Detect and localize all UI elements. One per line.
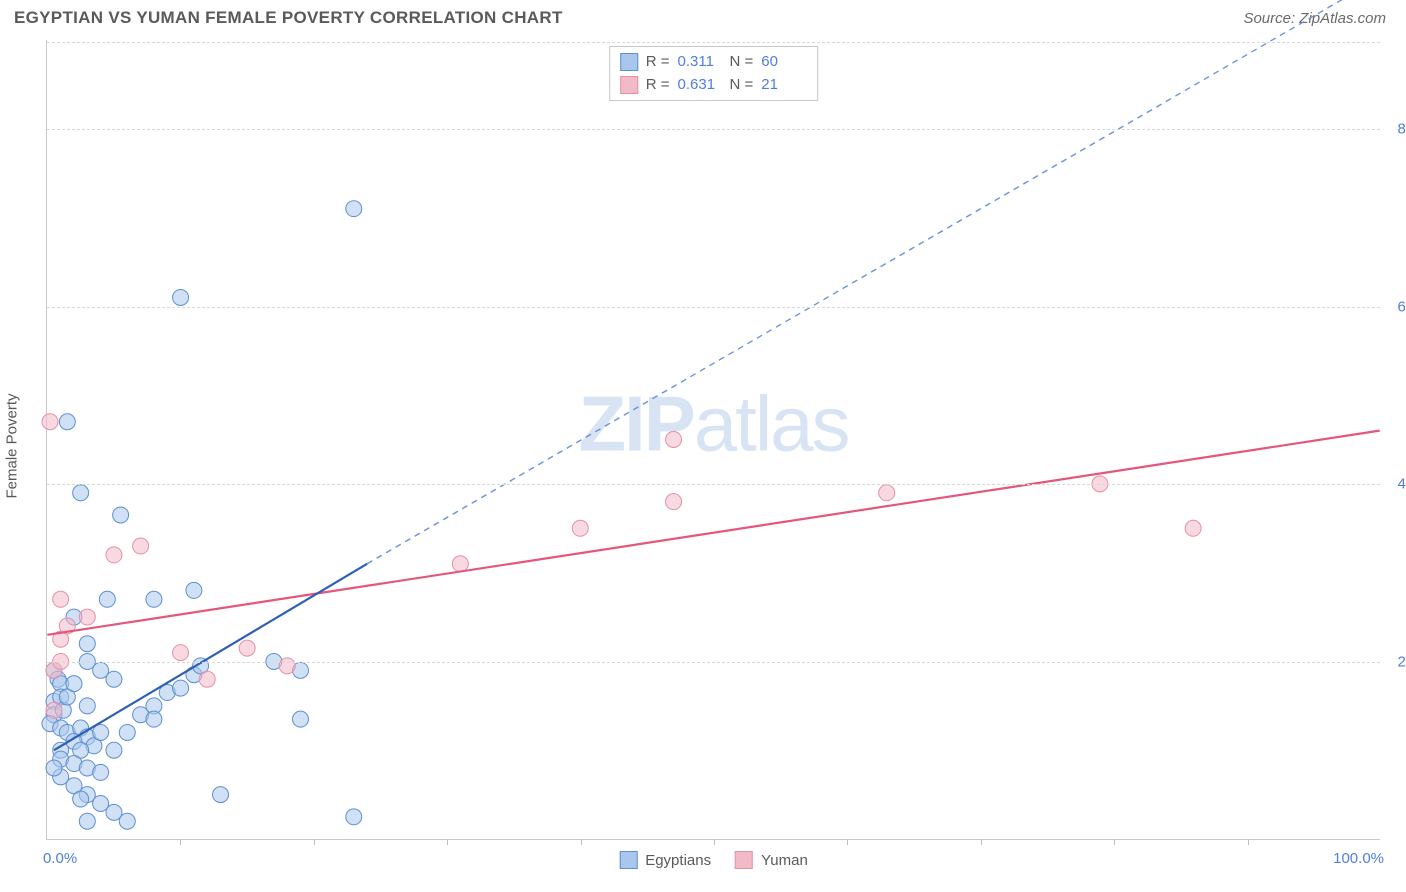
legend-label-egyptians: Egyptians — [645, 852, 711, 869]
y-tick-label: 20.0% — [1385, 654, 1406, 671]
x-tick — [714, 839, 715, 845]
chart-plot-area: ZIPatlas R = 0.311 N = 60 R = 0.631 N = … — [46, 40, 1380, 840]
gridline-h — [47, 484, 1380, 485]
scatter-svg — [47, 40, 1380, 839]
y-tick-label: 80.0% — [1385, 120, 1406, 137]
x-label-left: 0.0% — [43, 850, 77, 867]
legend-item-yuman: Yuman — [735, 851, 808, 869]
y-tick-label: 60.0% — [1385, 298, 1406, 315]
source-label: Source: ZipAtlas.com — [1243, 10, 1386, 27]
x-tick — [1114, 839, 1115, 845]
x-tick — [847, 839, 848, 845]
swatch-egyptians — [620, 53, 638, 71]
swatch-yuman-icon — [735, 851, 753, 869]
gridline-h — [47, 129, 1380, 130]
y-tick-label: 40.0% — [1385, 476, 1406, 493]
chart-title: EGYPTIAN VS YUMAN FEMALE POVERTY CORRELA… — [14, 8, 563, 28]
gridline-h — [47, 307, 1380, 308]
x-tick — [447, 839, 448, 845]
legend-item-egyptians: Egyptians — [619, 851, 711, 869]
x-label-right: 100.0% — [1333, 850, 1384, 867]
y-axis-label: Female Poverty — [4, 393, 21, 498]
swatch-yuman — [620, 76, 638, 94]
x-tick — [180, 839, 181, 845]
bottom-legend: Egyptians Yuman — [619, 851, 808, 869]
x-tick — [1248, 839, 1249, 845]
gridline-h — [47, 42, 1380, 43]
stats-legend-box: R = 0.311 N = 60 R = 0.631 N = 21 — [609, 46, 819, 101]
x-tick — [581, 839, 582, 845]
x-tick — [314, 839, 315, 845]
gridline-h — [47, 662, 1380, 663]
stats-row-yuman: R = 0.631 N = 21 — [620, 74, 806, 97]
swatch-egyptians-icon — [619, 851, 637, 869]
legend-label-yuman: Yuman — [761, 852, 808, 869]
stats-row-egyptians: R = 0.311 N = 60 — [620, 51, 806, 74]
x-tick — [981, 839, 982, 845]
